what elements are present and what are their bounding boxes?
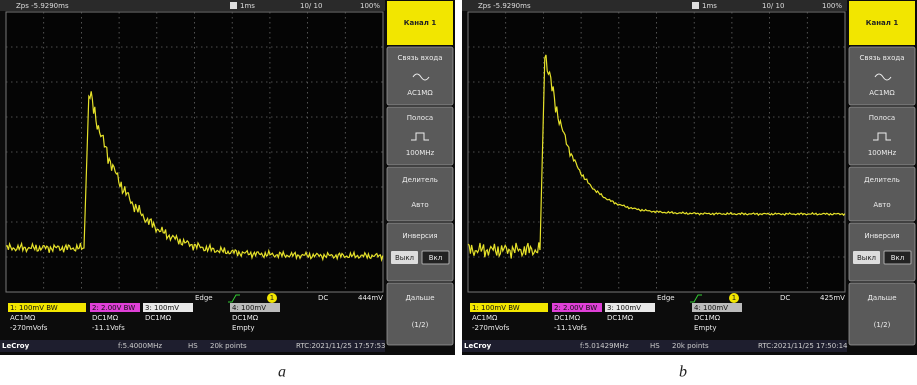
points: 20k points (210, 342, 247, 350)
menu-label: Полоса (869, 114, 895, 122)
menu-button (849, 283, 915, 345)
channel-label: 3: 100mV (145, 304, 179, 312)
trigger-coupling: DC (318, 294, 328, 302)
channel-label: 1: 100mV BW (10, 304, 58, 312)
trigger-source: 1 (270, 294, 274, 302)
trigger-mode: Edge (195, 294, 213, 302)
channel-coupling: AC1MΩ (10, 314, 36, 322)
menu-value: AC1MΩ (407, 89, 433, 97)
points: 20k points (672, 342, 709, 350)
channel-label: 1: 100mV BW (472, 304, 520, 312)
channel-coupling: DC1MΩ (694, 314, 721, 322)
acq-mode: HS (188, 342, 198, 350)
page: Zps -5.9290ms 1ms 10/ 10 100% Канал 1 Связь в… (0, 0, 917, 385)
toggle-on-label: Вкл (429, 254, 443, 262)
channel-offset: -11.1Vofs (92, 324, 125, 332)
menu-value: 100MHz (868, 149, 897, 157)
menu-label: Связь входа (860, 54, 905, 62)
timebase-icon (230, 2, 237, 9)
position-readout: Zps -5.9290ms (16, 2, 69, 10)
trigger-level: 444mV (358, 294, 383, 302)
channel-offset: Empty (232, 324, 255, 332)
acquisition-readout: 10/ 10 (762, 2, 784, 10)
channel-offset: -270mVofs (472, 324, 510, 332)
menu-label: Делитель (864, 176, 900, 184)
brand: LeCroy (2, 342, 30, 350)
menu-label: Делитель (402, 176, 438, 184)
channel-offset: -270mVofs (10, 324, 48, 332)
menu-label: Инверсия (402, 232, 437, 240)
menu-value: Авто (411, 201, 428, 209)
rtc: RTC:2021/11/25 17:57:53 (296, 342, 385, 350)
trigger-source: 1 (732, 294, 736, 302)
channel-label: 4: 100mV (232, 304, 266, 312)
position-readout: Zps -5.9290ms (478, 2, 531, 10)
channel-label: 4: 100mV (694, 304, 728, 312)
figure: Zps -5.9290ms 1ms 10/ 10 100% Канал 1 Связь в… (0, 0, 917, 385)
menu-value: 100MHz (406, 149, 435, 157)
brand: LeCroy (464, 342, 492, 350)
menu-label: Дальше (405, 294, 434, 302)
panel-caption: b (679, 364, 687, 381)
acq-mode: HS (650, 342, 660, 350)
rtc: RTC:2021/11/25 17:50:14 (758, 342, 848, 350)
channel-coupling: DC1MΩ (145, 314, 172, 322)
menu-label: Дальше (867, 294, 896, 302)
channel-label: 2: 2.00V BW (554, 304, 597, 312)
channel-label: 2: 2.00V BW (92, 304, 135, 312)
trigger-coupling: DC (780, 294, 790, 302)
channel-coupling: DC1MΩ (232, 314, 259, 322)
menu-label: Связь входа (398, 54, 443, 62)
menu-value: (1/2) (412, 321, 429, 329)
toggle-on-label: Вкл (891, 254, 905, 262)
trigger-mode: Edge (657, 294, 675, 302)
menu-value: AC1MΩ (869, 89, 895, 97)
acquisition-readout: 10/ 10 (300, 2, 322, 10)
frequency: f:5.01429MHz (580, 342, 629, 350)
timebase-icon (692, 2, 699, 9)
frequency: f:5.4000MHz (118, 342, 162, 350)
timebase-readout: 1ms (240, 2, 255, 10)
trigger-level: 425mV (820, 294, 845, 302)
channel-coupling: DC1MΩ (554, 314, 581, 322)
panel-caption: a (278, 364, 286, 381)
channel-coupling: AC1MΩ (472, 314, 498, 322)
menu-title: Канал 1 (404, 19, 437, 27)
menu-label: Полоса (407, 114, 433, 122)
toggle-off-label: Выкл (857, 254, 876, 262)
oscilloscope-screen: Zps -5.9290ms 1ms 10/ 10 100% Канал 1 Связь в… (0, 0, 455, 381)
channel-coupling: DC1MΩ (92, 314, 119, 322)
zoom-readout: 100% (360, 2, 380, 10)
timebase-readout: 1ms (702, 2, 717, 10)
menu-value: (1/2) (874, 321, 891, 329)
menu-label: Инверсия (864, 232, 899, 240)
menu-value: Авто (873, 201, 890, 209)
zoom-readout: 100% (822, 2, 842, 10)
channel-label: 3: 100mV (607, 304, 641, 312)
channel-offset: Empty (694, 324, 717, 332)
toggle-off-label: Выкл (395, 254, 414, 262)
oscilloscope-screen: Zps -5.9290ms 1ms 10/ 10 100% Канал 1 Связь в… (462, 0, 917, 381)
menu-button (387, 283, 453, 345)
menu-title: Канал 1 (866, 19, 899, 27)
channel-offset: -11.1Vofs (554, 324, 587, 332)
channel-coupling: DC1MΩ (607, 314, 634, 322)
